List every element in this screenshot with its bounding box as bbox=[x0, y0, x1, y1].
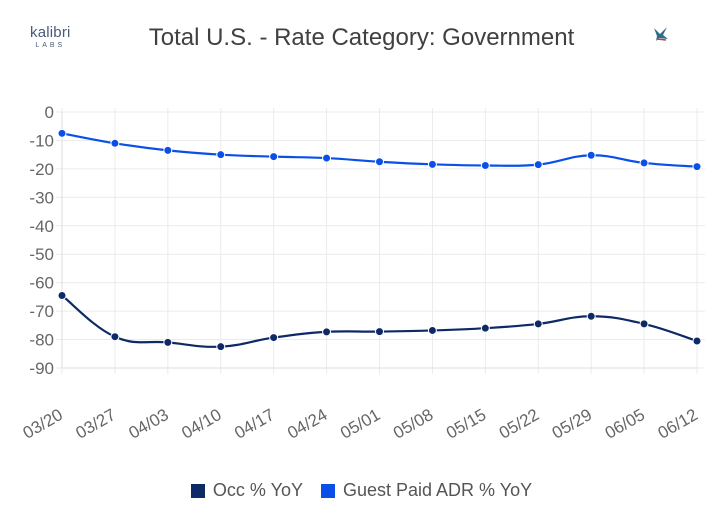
data-point bbox=[586, 311, 596, 321]
x-tick-label: 04/17 bbox=[231, 405, 277, 443]
x-tick-label: 05/15 bbox=[443, 405, 489, 443]
data-point bbox=[480, 160, 490, 170]
y-tick-label: -50 bbox=[29, 245, 54, 264]
data-point bbox=[269, 152, 279, 162]
data-point bbox=[163, 145, 173, 155]
data-point bbox=[110, 332, 120, 342]
legend-swatch bbox=[190, 483, 205, 498]
data-point bbox=[692, 336, 702, 346]
x-tick-label: 03/27 bbox=[73, 405, 119, 443]
data-point bbox=[110, 138, 120, 148]
y-tick-label: -60 bbox=[29, 274, 54, 293]
y-tick-label: -80 bbox=[29, 331, 54, 350]
data-point bbox=[375, 157, 384, 167]
x-tick-label: 04/24 bbox=[284, 405, 330, 443]
data-point bbox=[639, 158, 649, 168]
data-point bbox=[480, 323, 490, 333]
legend-item-adr[interactable]: Guest Paid ADR % YoY bbox=[320, 480, 532, 501]
data-point bbox=[586, 150, 596, 160]
data-point bbox=[322, 327, 332, 337]
data-point bbox=[375, 327, 384, 337]
x-tick-label: 04/03 bbox=[125, 405, 171, 443]
x-tick-label: 05/29 bbox=[549, 405, 595, 443]
x-tick-label: 05/01 bbox=[337, 405, 383, 443]
chart-title: Total U.S. - Rate Category: Government bbox=[148, 24, 575, 51]
x-tick-label: 06/05 bbox=[602, 405, 648, 443]
x-tick-label: 03/20 bbox=[20, 405, 66, 443]
data-point bbox=[533, 160, 543, 170]
kalibri-logo: kalibri LABS bbox=[30, 24, 71, 49]
data-point bbox=[427, 159, 437, 169]
x-tick-label: 05/08 bbox=[390, 405, 436, 443]
y-tick-label: -90 bbox=[29, 359, 54, 378]
y-tick-label: -40 bbox=[29, 217, 54, 236]
legend: Occ % YoY Guest Paid ADR % YoY bbox=[0, 480, 723, 501]
y-tick-label: -70 bbox=[29, 302, 54, 321]
x-tick-label: 04/10 bbox=[178, 405, 224, 443]
data-point bbox=[692, 162, 702, 172]
data-point bbox=[163, 337, 173, 347]
hummingbird-icon bbox=[654, 27, 668, 41]
data-point bbox=[216, 342, 226, 352]
x-tick-label: 05/22 bbox=[496, 405, 542, 443]
y-tick-label: -30 bbox=[29, 188, 54, 207]
data-point bbox=[639, 319, 649, 329]
data-point bbox=[533, 319, 543, 329]
y-tick-label: -20 bbox=[29, 160, 54, 179]
data-point bbox=[427, 325, 437, 335]
legend-swatch bbox=[320, 483, 335, 498]
data-point bbox=[322, 153, 332, 163]
data-point bbox=[57, 128, 67, 138]
legend-item-occ[interactable]: Occ % YoY bbox=[190, 480, 303, 501]
data-point bbox=[216, 150, 226, 160]
data-point bbox=[57, 290, 67, 300]
y-tick-label: -10 bbox=[29, 131, 54, 150]
x-tick-label: 06/12 bbox=[655, 405, 701, 443]
data-point bbox=[269, 333, 279, 343]
y-tick-label: 0 bbox=[45, 103, 54, 122]
